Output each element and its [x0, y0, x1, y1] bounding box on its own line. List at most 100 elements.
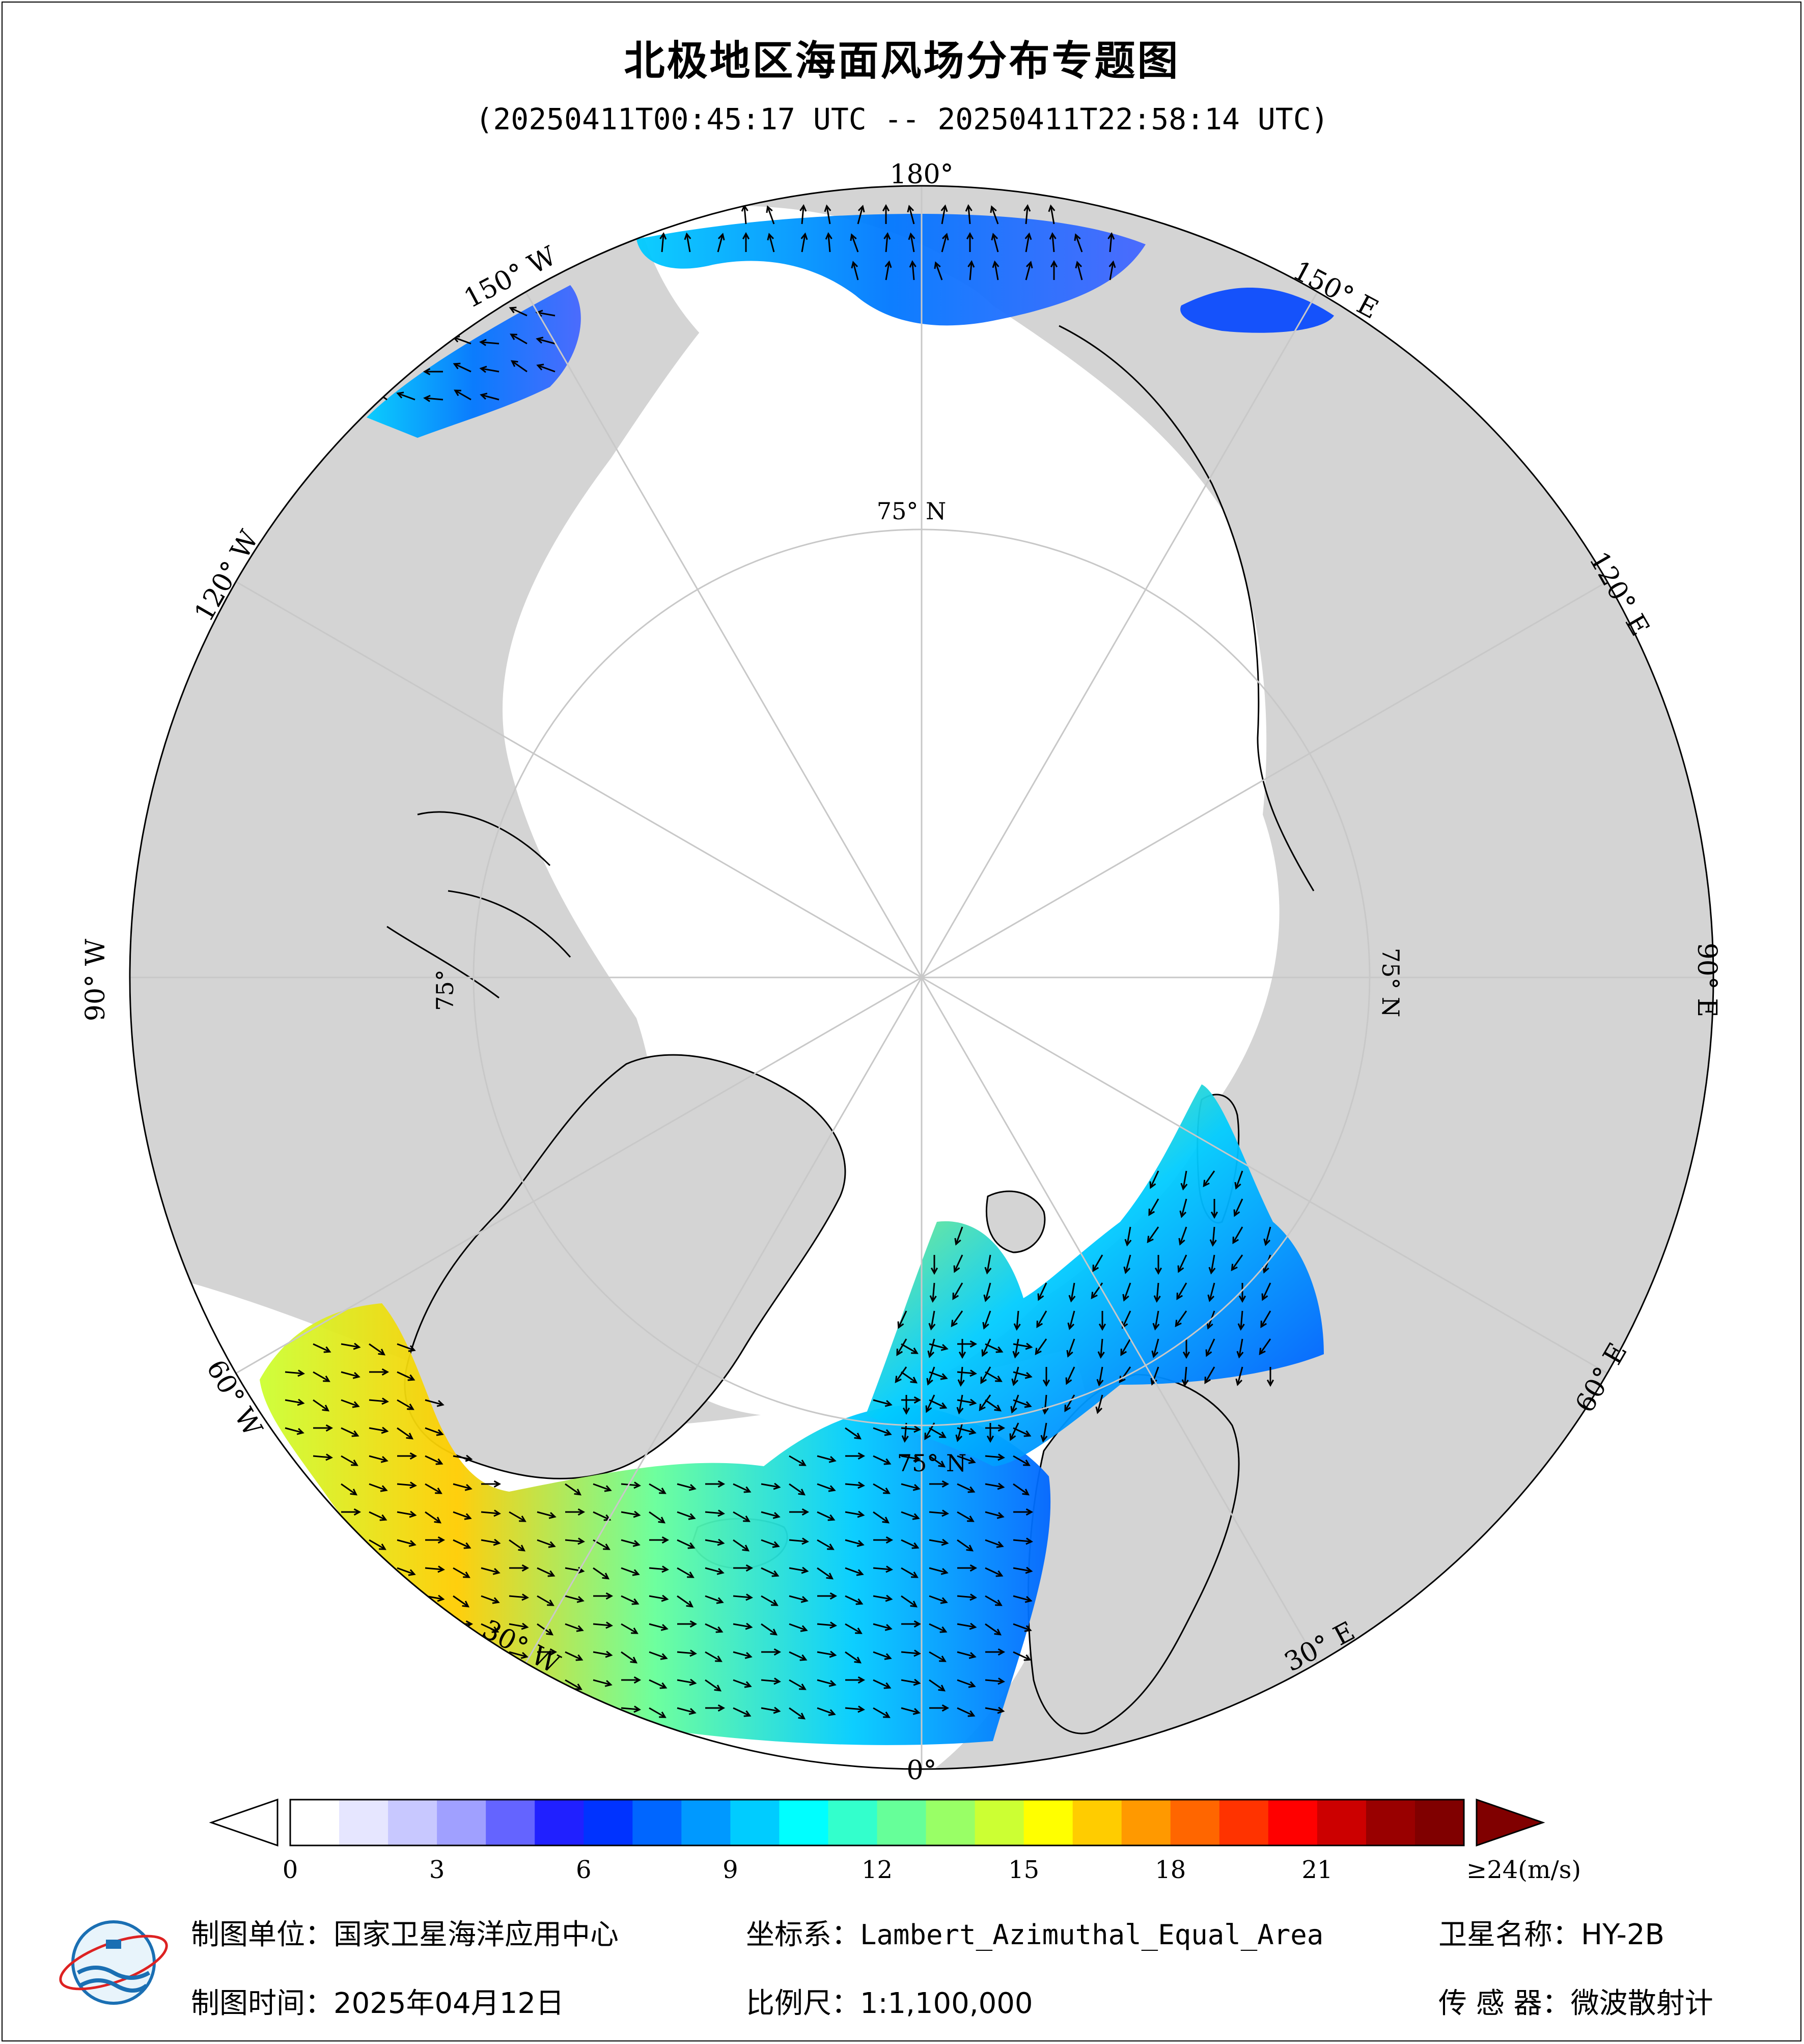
wind-arrow [453, 1455, 471, 1460]
wind-arrow-head [409, 1481, 417, 1489]
wind-arrow-head [454, 389, 461, 397]
colorbar-cell [926, 1800, 976, 1845]
wind-arrow [901, 1539, 919, 1549]
wind-arrow [733, 1679, 751, 1687]
wind-arrow [1044, 1394, 1047, 1413]
wind-arrow-head [885, 1536, 894, 1544]
wind-arrow-head [954, 1238, 961, 1246]
wind-arrow [509, 1539, 525, 1551]
wind-arrow [649, 1511, 665, 1523]
wind-arrow [789, 1539, 808, 1543]
wind-arrow [908, 206, 915, 225]
wind-arrow [1013, 1343, 1032, 1348]
wind-arrow-head [1009, 1433, 1016, 1441]
wind-arrow [733, 1595, 752, 1599]
wind-arrow [901, 1343, 918, 1354]
wind-arrow [677, 1483, 696, 1490]
wind-arrow-head [1233, 1209, 1240, 1217]
wind-arrow [717, 234, 724, 253]
wind-arrow [369, 1343, 385, 1355]
wind-arrow-head [798, 1489, 806, 1496]
wind-arrow-head [548, 1541, 556, 1548]
colorbar-tick-label: 3 [429, 1856, 445, 1884]
wind-arrow [733, 1539, 749, 1551]
wind-arrow [313, 1371, 329, 1382]
wind-arrow-head [908, 232, 915, 240]
wind-arrow [341, 1427, 358, 1437]
wind-arrow-head [941, 233, 949, 241]
wind-arrow [537, 338, 556, 345]
wind-arrow-head [351, 1430, 359, 1437]
wind-arrow-head [1010, 1406, 1017, 1414]
wind-arrow-head [493, 1509, 501, 1517]
wind-arrow-head [994, 1405, 1002, 1412]
wind-arrow [929, 1427, 946, 1438]
wind-arrow [425, 1511, 441, 1523]
wind-arrow [873, 1567, 892, 1571]
wind-arrow-head [991, 233, 998, 241]
wind-arrow [1206, 1338, 1215, 1356]
wind-arrow [481, 1539, 499, 1544]
wind-arrow-head [941, 1480, 950, 1488]
wind-arrow [1181, 1198, 1187, 1217]
wind-arrow-head [575, 1654, 584, 1661]
wind-arrow-head [1037, 1293, 1044, 1301]
wind-arrow [425, 1455, 442, 1465]
wind-arrow-head [353, 1508, 362, 1516]
wind-arrow [313, 1343, 330, 1353]
wind-arrow-head [966, 232, 974, 240]
wind-arrow [911, 262, 915, 281]
wind-arrow [986, 1254, 991, 1273]
wind-arrow [761, 1483, 780, 1488]
wind-arrow [957, 1707, 975, 1717]
wind-arrow [397, 1567, 415, 1575]
wind-arrow [621, 1539, 640, 1546]
wind-arrow [901, 1511, 919, 1519]
wind-arrow-head [941, 1704, 950, 1712]
wind-arrow [1154, 1310, 1159, 1329]
wind-arrow [885, 234, 889, 253]
wind-arrow [453, 1539, 470, 1549]
wind-arrow-head [492, 1597, 500, 1604]
wind-arrow-head [689, 1620, 698, 1628]
wind-arrow-head [986, 1435, 994, 1443]
wind-arrow-head [997, 1482, 1005, 1490]
wind-arrow-head [423, 395, 431, 402]
wind-arrow [369, 1483, 387, 1491]
wind-arrow-head [956, 1407, 964, 1415]
wind-arrow [565, 1567, 584, 1572]
wind-arrow [593, 1679, 612, 1686]
wind-arrow-head [1148, 1209, 1155, 1216]
wind-arrow-head [801, 1537, 809, 1545]
wind-arrow-head [939, 1655, 947, 1662]
wind-arrow-head [955, 1434, 963, 1442]
wind-arrow-head [857, 1452, 866, 1460]
wind-arrow-head [827, 1514, 836, 1521]
wind-arrow [1262, 1282, 1271, 1300]
wind-arrow-head [1234, 1182, 1241, 1190]
colorbar-cell [1219, 1800, 1269, 1845]
wind-arrow-head [520, 1651, 529, 1659]
wind-arrow-head [958, 1351, 966, 1359]
label-lon-0: 0° [906, 1755, 936, 1786]
wind-arrow-head [854, 1657, 862, 1664]
wind-arrow [593, 1567, 609, 1579]
wind-arrow-head [772, 1511, 781, 1519]
wind-arrow [789, 1679, 806, 1690]
wind-arrow-head [799, 1654, 808, 1661]
wind-arrow-head [661, 1565, 669, 1573]
wind-arrow [733, 1651, 752, 1658]
wind-arrow-head [603, 1543, 610, 1550]
wind-arrow-head [633, 1510, 641, 1518]
wind-arrow-head [990, 205, 997, 213]
wind-arrow [705, 1539, 724, 1544]
colorbar-tick-label: 0 [282, 1856, 298, 1884]
wind-arrow-head [883, 1682, 892, 1689]
wind-arrow-head [1180, 1183, 1188, 1191]
wind-arrow [425, 1483, 441, 1494]
wind-arrow [991, 206, 999, 225]
wind-arrow-head [686, 1601, 694, 1608]
wind-arrow [285, 1399, 303, 1404]
wind-arrow [621, 1511, 640, 1516]
wind-arrow-head [350, 1489, 358, 1496]
